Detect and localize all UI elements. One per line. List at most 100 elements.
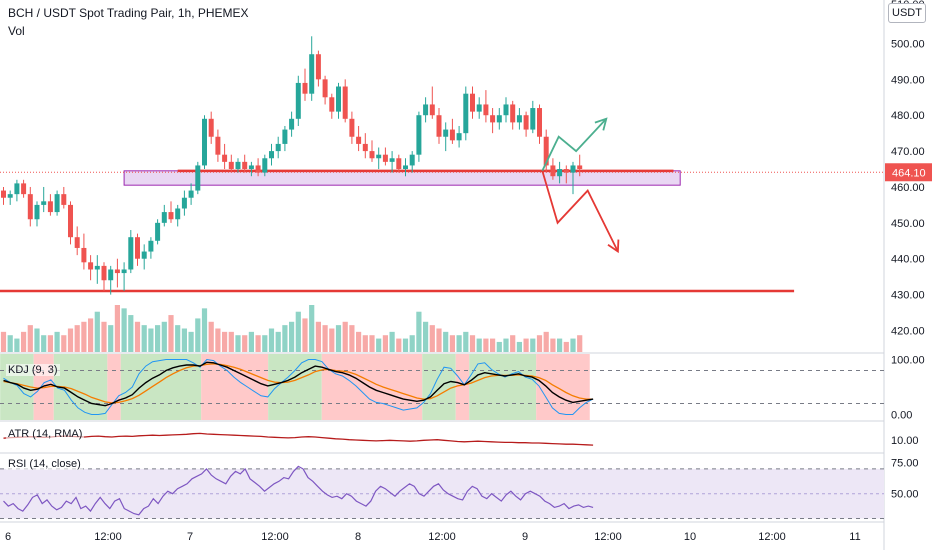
candle-10	[68, 201, 73, 245]
rsi-label[interactable]: RSI (14, close)	[6, 458, 83, 470]
candle-body	[537, 108, 542, 137]
candle-body	[322, 79, 328, 98]
candle-body	[262, 158, 268, 173]
candle-body	[202, 118, 207, 166]
candle-4	[27, 186, 33, 227]
candle-body	[315, 54, 321, 80]
volume-bar-50	[335, 325, 342, 352]
bullish-projection-arrow-head	[594, 117, 608, 131]
volume-bar-45	[302, 318, 308, 352]
candle-3	[21, 179, 27, 198]
volume-bar-79	[530, 338, 536, 352]
candle-body	[516, 115, 522, 123]
candle-70	[470, 86, 475, 119]
volume-bar-49	[329, 328, 335, 352]
candle-body	[423, 104, 429, 116]
volume-bar-11	[74, 325, 80, 352]
candle-body	[295, 82, 301, 119]
candle-56	[376, 147, 382, 170]
volume-bar-7	[47, 335, 53, 352]
volume-bar-22	[148, 328, 154, 352]
candle-7	[47, 194, 53, 216]
volume-bar-64	[429, 325, 435, 352]
currency-badge[interactable]: USDT	[888, 3, 926, 23]
bearish-projection-arrow-head	[607, 239, 620, 254]
atr-label[interactable]: ATR (14, RMA)	[6, 428, 85, 440]
rsi-tick-label: 75.00	[891, 458, 919, 470]
time-axis-label: 9	[522, 531, 528, 543]
candle-body	[289, 118, 295, 130]
kdj-tick-label: 0.00	[891, 410, 912, 422]
candle-55	[369, 140, 375, 162]
candle-body	[269, 151, 274, 159]
volume-bar-4	[27, 325, 33, 352]
candle-30	[202, 115, 207, 170]
candle-38	[255, 158, 261, 177]
volume-bar-59	[396, 338, 402, 352]
current-price-label: 464.10	[892, 167, 926, 179]
candle-43	[289, 111, 295, 137]
candle-body	[21, 183, 27, 195]
volume-bar-39	[262, 335, 268, 352]
bearish-projection-arrow	[541, 170, 619, 252]
volume-bar-13	[88, 318, 94, 352]
volume-bar-65	[436, 328, 442, 352]
candle-body	[168, 212, 174, 220]
candle-body	[155, 222, 161, 241]
candle-77	[516, 108, 522, 130]
candle-52	[349, 111, 355, 144]
kdj-label[interactable]: KDJ (9, 3)	[6, 364, 60, 376]
candle-59	[396, 154, 402, 173]
candle-76	[510, 100, 516, 130]
atr-line	[3, 432, 594, 446]
volume-bar-47	[315, 321, 321, 352]
volume-bar-76	[510, 335, 516, 352]
candle-41	[275, 136, 281, 159]
candle-body	[101, 265, 107, 281]
candle-body	[242, 161, 248, 170]
candle-75	[503, 97, 509, 123]
volume-bar-20	[134, 321, 141, 352]
volume-bar-54	[362, 335, 368, 352]
candle-body	[543, 136, 549, 166]
candle-45	[302, 68, 308, 101]
candle-body	[429, 104, 435, 116]
candle-body	[483, 104, 489, 116]
candle-42	[282, 125, 288, 152]
volume-bar-6	[41, 335, 47, 352]
volume-bar-35	[235, 335, 241, 352]
volume-label: Vol	[8, 24, 25, 38]
volume-bar-10	[67, 328, 74, 352]
candle-body	[188, 190, 194, 198]
candle-61	[409, 151, 415, 173]
candle-22	[148, 237, 154, 259]
candle-body	[376, 154, 382, 159]
candle-39	[262, 154, 268, 177]
candle-body	[54, 194, 60, 213]
candle-body	[550, 165, 556, 177]
volume-bar-71	[476, 338, 482, 352]
candle-body	[409, 154, 415, 166]
time-axis-label: 12:00	[261, 531, 289, 543]
candle-86	[577, 154, 583, 177]
volume-bar-28	[188, 331, 194, 352]
candle-62	[416, 111, 422, 162]
candle-body	[81, 247, 87, 263]
candle-body	[195, 165, 201, 191]
candle-57	[382, 147, 388, 166]
volume-bar-66	[443, 331, 449, 352]
volume-bar-82	[550, 338, 556, 352]
chart-title: BCH / USDT Spot Trading Pair, 1h, PHEMEX	[8, 6, 249, 20]
price-tick-label: 490.00	[891, 74, 925, 86]
price-tick-label: 420.00	[891, 325, 925, 337]
candle-9	[61, 186, 67, 209]
candle-body	[403, 165, 408, 170]
candle-body	[128, 237, 134, 270]
volume-bar-2	[14, 338, 20, 352]
volume-bar-30	[201, 308, 208, 352]
candle-body	[161, 212, 167, 223]
volume-bar-9	[61, 335, 67, 352]
candle-27	[181, 190, 187, 216]
